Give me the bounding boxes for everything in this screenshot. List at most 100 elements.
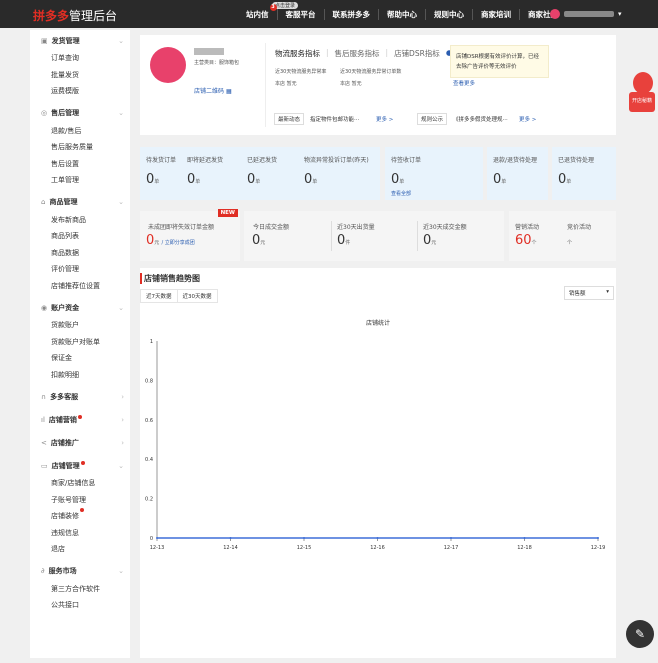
chart-icon: ıl (41, 415, 45, 424)
nav-item[interactable]: 帮助中心 (378, 9, 425, 20)
sidebar-group[interactable]: ıl 店铺营销 › (41, 414, 124, 424)
rules-tag: 规则公示 (417, 113, 448, 125)
y-tick-label: 0 (150, 536, 153, 542)
x-tick-label: 12-15 (297, 545, 312, 551)
data-point (523, 537, 526, 539)
qrcode-link[interactable]: 店铺二维码 ▦ (194, 88, 232, 95)
x-tick-label: 12-13 (150, 545, 165, 551)
red-dot (80, 508, 84, 512)
sidebar-group[interactable]: ◉ 账户资金 ⌄ (41, 303, 124, 312)
nav-item[interactable]: 规则中心 (425, 9, 472, 20)
sidebar-item[interactable]: 工单管理 (51, 176, 79, 184)
sidebar-item[interactable]: 运费模版 (51, 87, 79, 95)
metric-value: 本店 暂无 (340, 81, 362, 87)
y-tick-label: 0.4 (145, 457, 153, 463)
rules-link[interactable]: 《拼多多假货处理规··· (453, 117, 508, 123)
news-tag: 最新动态 (274, 113, 305, 125)
sidebar-group[interactable]: ▣ 发货管理 ⌄ (41, 36, 124, 45)
tab-aftersale[interactable]: 售后服务指标 (334, 49, 380, 58)
edit-note-icon[interactable]: ✎ (626, 620, 654, 648)
red-dot (77, 414, 82, 419)
nav-item[interactable]: 商家培训 (472, 9, 519, 20)
chevron-down-icon: ▾ (606, 289, 609, 295)
sidebar-item[interactable]: 子账号管理 (51, 495, 86, 504)
sidebar-group[interactable]: ∂ 服务市场 ⌄ (41, 567, 124, 575)
order-label: 已退货待处理 (558, 157, 595, 164)
sidebar-item[interactable]: 货款账户对账单 (51, 337, 100, 346)
nav-item[interactable]: 商家社区 (519, 9, 566, 20)
stat-value: 60 (515, 233, 532, 248)
view-all-link[interactable]: 查看全部 (391, 191, 412, 197)
nav-item[interactable]: 客服平台 (276, 9, 324, 20)
sidebar-item[interactable]: 违规信息 (51, 528, 79, 537)
sidebar-item[interactable]: 保证金 (51, 354, 72, 362)
y-tick-label: 0.2 (145, 497, 153, 503)
login-bubble[interactable]: 点击登录 (272, 2, 299, 9)
sidebar-item[interactable]: 售后服务质量 (51, 143, 93, 151)
order-card[interactable] (385, 147, 483, 200)
indicator-tabs: 物流服务指标| 售后服务指标| 店铺DSR指标● (275, 48, 452, 59)
sidebar-item[interactable]: 商品列表 (51, 232, 79, 240)
sidebar-item[interactable]: 售后设置 (51, 159, 79, 168)
mascot-icon (633, 72, 653, 94)
chevron-right-icon: › (121, 438, 124, 447)
sidebar-item[interactable]: 批量发货 (51, 70, 79, 79)
view-more-link[interactable]: 查看更多 (453, 81, 476, 87)
order-card[interactable] (140, 147, 298, 200)
sales-card: 今日成交金额 0元 近30天出货量 0件 近30天成交金额 0元 (244, 211, 504, 261)
sidebar-item[interactable]: 店铺装修 (30, 508, 130, 525)
y-tick-label: 0.8 (145, 378, 153, 384)
sidebar-item[interactable]: 店铺推荐位设置 (51, 281, 100, 290)
logo[interactable]: 拼多多管理后台 (33, 9, 118, 23)
stat-value: 0 (146, 233, 155, 248)
nav-item[interactable]: 站内信 3 (246, 4, 277, 19)
avatar (550, 9, 560, 19)
x-tick-label: 12-18 (517, 545, 532, 551)
y-tick-label: 0.6 (145, 418, 153, 424)
order-card[interactable] (552, 147, 616, 200)
order-card[interactable] (487, 147, 548, 200)
help-icon: ● (446, 48, 453, 59)
sidebar-item[interactable]: 发布新商品 (51, 215, 86, 224)
order-label: 已延迟发货 (247, 157, 278, 164)
chart-title: 店铺统计 (366, 319, 390, 327)
sidebar-item[interactable]: 退店 (51, 545, 65, 553)
nav-item[interactable]: 联系拼多多 (323, 9, 379, 20)
sidebar-item[interactable]: 扣款明细 (51, 370, 79, 379)
sidebar-group[interactable]: ◎ 售后管理 ⌄ (41, 109, 124, 117)
sidebar-group[interactable]: ▭ 店铺管理 ⌄ (41, 460, 124, 470)
shop-icon: ▭ (41, 461, 48, 470)
tab-30-days[interactable]: 近30天数据 (177, 289, 218, 303)
sidebar-item[interactable]: 退款/售后 (51, 126, 82, 135)
promo-widget[interactable]: 开店秘籍 (627, 62, 655, 120)
sidebar-item[interactable]: 商品数据 (51, 248, 79, 257)
bag-icon: ⌂ (41, 198, 46, 206)
qrcode-icon: ▦ (225, 88, 232, 95)
metric-select[interactable]: 销售额 ▾ (564, 286, 614, 300)
money-icon: ◉ (41, 303, 48, 312)
sidebar-item[interactable]: 评价管理 (51, 265, 79, 273)
order-card[interactable] (298, 147, 380, 200)
chevron-down-icon: ⌄ (118, 109, 124, 117)
marketing-card[interactable]: 营销活动 60个 竞价活动 个 (509, 211, 616, 261)
sidebar-item[interactable]: 订单查询 (51, 54, 79, 62)
chevron-right-icon: › (121, 415, 124, 424)
tab-dsr[interactable]: 店铺DSR指标 (394, 49, 440, 58)
sidebar-group[interactable]: ∩ 多多客服 › (41, 392, 124, 401)
news-link[interactable]: 指定物件包邮功能··· (310, 117, 360, 123)
shop-overview: 主营类目：服饰箱包 店铺二维码 ▦ 物流服务指标 | 售后服务指标 | 店铺DSR指… (140, 35, 616, 135)
sidebar-item[interactable]: 公共接口 (51, 601, 79, 609)
chevron-down-icon: ⌄ (118, 567, 124, 575)
news-more[interactable]: 更多 > (376, 117, 394, 123)
y-tick-label: 1 (150, 339, 153, 345)
sidebar-item[interactable]: 商家/店铺信息 (51, 479, 96, 487)
rules-more[interactable]: 更多 > (519, 117, 537, 123)
sidebar-group[interactable]: ⌂ 商品管理 ⌄ (41, 198, 124, 206)
tab-logistics[interactable]: 物流服务指标 (275, 49, 320, 58)
sidebar-item[interactable]: 货款账户 (51, 321, 79, 329)
sidebar-group[interactable]: < 店铺推广 › (41, 438, 124, 447)
share-link[interactable]: / 立即分享成团 (161, 240, 195, 246)
user-menu[interactable]: ▾ (550, 9, 622, 19)
tab-7-days[interactable]: 近7天数据 (140, 289, 178, 303)
sidebar-item[interactable]: 第三方合作软件 (51, 584, 100, 593)
